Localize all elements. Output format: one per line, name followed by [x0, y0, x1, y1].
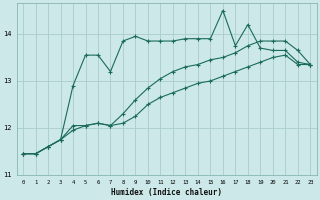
X-axis label: Humidex (Indice chaleur): Humidex (Indice chaleur) — [111, 188, 222, 197]
